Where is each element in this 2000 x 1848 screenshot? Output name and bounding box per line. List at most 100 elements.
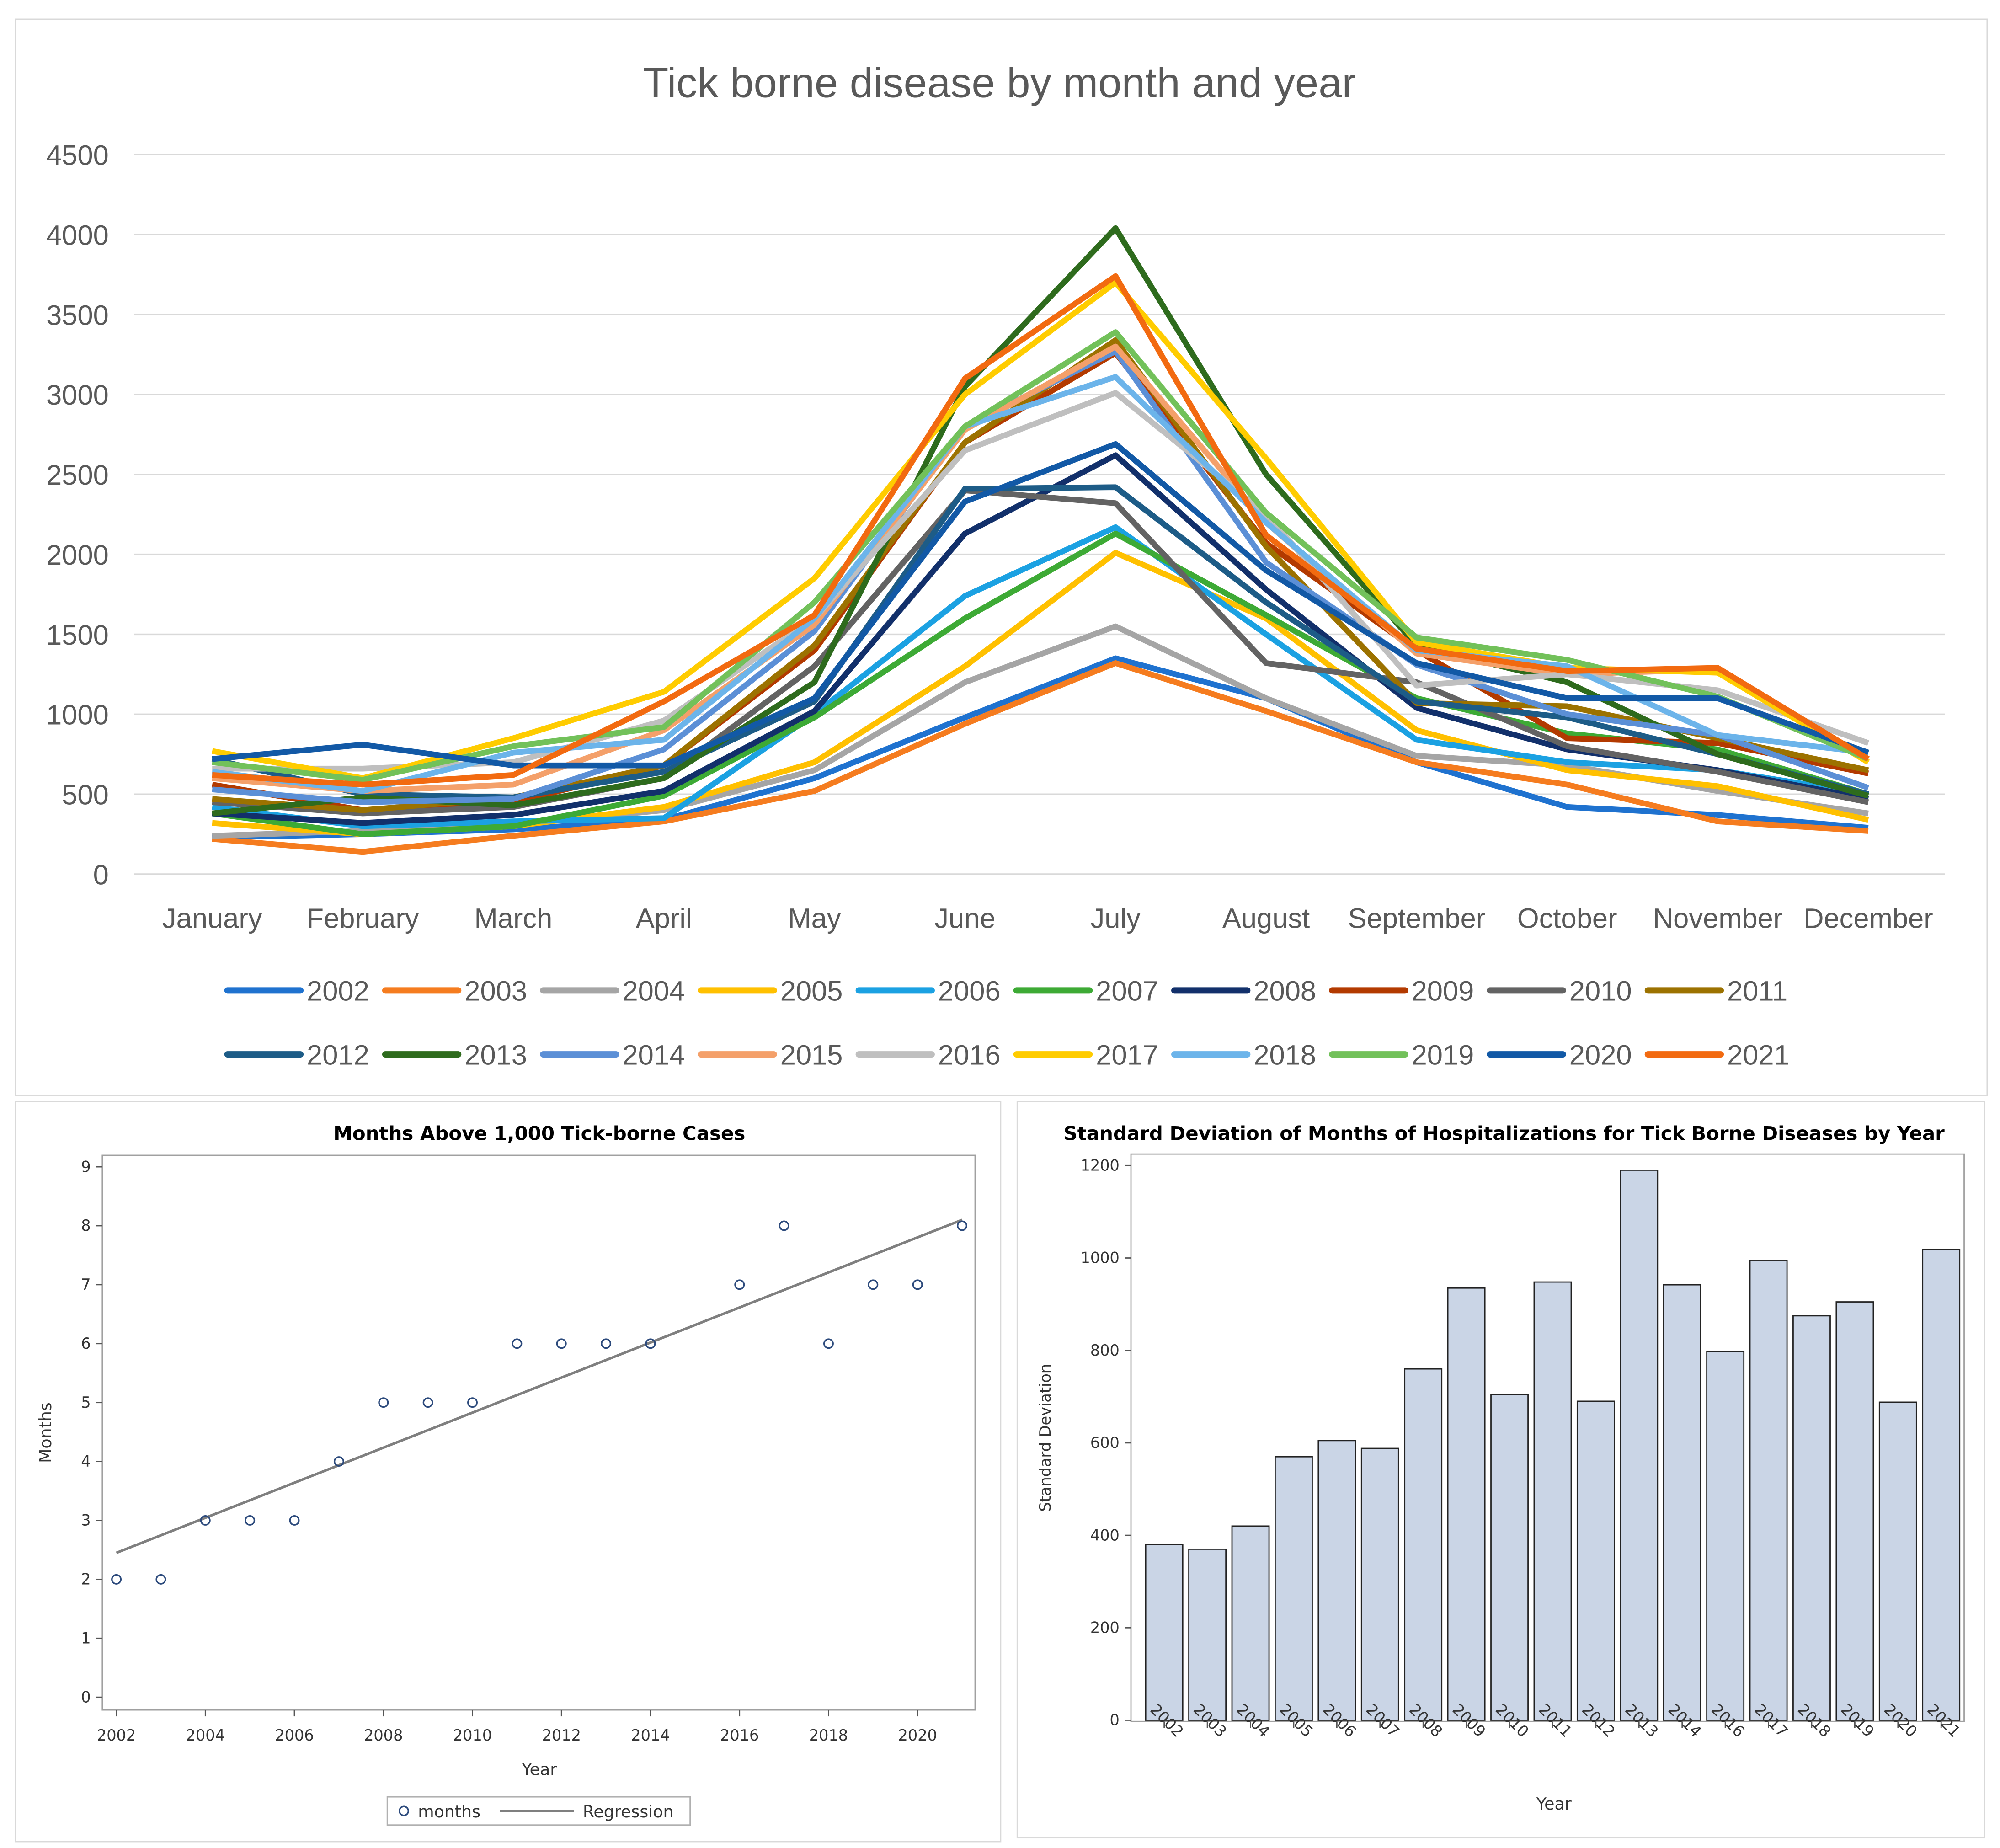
y-tick-label: 500 — [62, 779, 109, 811]
series-line-2019 — [212, 329, 1870, 783]
series-line-2003 — [212, 660, 1869, 855]
y-tick-label: 4500 — [46, 140, 109, 171]
y-tick-label: 2000 — [46, 539, 109, 571]
y-tick-label: 8 — [81, 1217, 91, 1234]
plot-area — [101, 1154, 976, 1711]
legend-label: 2010 — [1569, 976, 1632, 1007]
y-tick-label: 9 — [81, 1158, 91, 1175]
x-tick-label: 2002 — [97, 1726, 136, 1744]
data-point-2003 — [155, 1574, 166, 1585]
bar-2010 — [1490, 1394, 1529, 1721]
legend-label: 2005 — [780, 976, 843, 1007]
legend-label: 2009 — [1412, 976, 1474, 1007]
data-point-2006 — [289, 1515, 300, 1526]
legend-label: 2019 — [1412, 1039, 1474, 1071]
y-tick-label: 4 — [81, 1453, 91, 1470]
series-line-2013 — [212, 225, 1869, 817]
y-tick-label: 1000 — [1081, 1249, 1120, 1267]
x-tick-label: February — [307, 903, 419, 934]
data-point-2009 — [422, 1397, 433, 1408]
legend-label: 2014 — [622, 1039, 685, 1071]
legend-label: 2016 — [938, 1039, 1001, 1071]
legend-label: 2006 — [938, 976, 1001, 1007]
y-tick-label: 5 — [81, 1394, 91, 1411]
y-tick-label: 1 — [81, 1629, 91, 1647]
y-tick-label: 2500 — [46, 459, 109, 491]
bar-2020 — [1878, 1401, 1917, 1721]
data-point-2011 — [512, 1338, 523, 1349]
x-tick-label: 2018 — [809, 1726, 848, 1744]
series-line-2021 — [212, 273, 1870, 788]
data-point-2012 — [556, 1338, 567, 1349]
x-tick-label: April — [636, 903, 692, 934]
data-point-2020 — [912, 1279, 923, 1290]
x-tick-label: May — [788, 903, 841, 934]
y-tick-label: 6 — [81, 1335, 91, 1352]
y-tick-label: 1500 — [46, 620, 109, 651]
x-axis-label: Year — [1536, 1794, 1572, 1814]
x-tick-label: December — [1803, 903, 1933, 934]
y-tick-label: 0 — [1110, 1711, 1120, 1729]
data-point-2005 — [245, 1515, 256, 1526]
bar-2011 — [1533, 1281, 1572, 1721]
bar-2004 — [1231, 1525, 1270, 1721]
legend-label: 2008 — [1253, 976, 1316, 1007]
y-tick-label: 3 — [81, 1512, 91, 1529]
bar-2021 — [1922, 1249, 1961, 1721]
y-tick-label: 1200 — [1081, 1156, 1120, 1174]
series-line-2015 — [212, 343, 1870, 794]
y-tick-label: 0 — [93, 859, 109, 891]
data-point-2018 — [823, 1338, 834, 1349]
legend-label: 2012 — [307, 1039, 369, 1071]
series-line-2006 — [212, 524, 1869, 829]
series-line-2010 — [212, 487, 1869, 817]
legend-label: 2017 — [1096, 1039, 1158, 1071]
y-tick-label: 3000 — [46, 379, 109, 411]
x-tick-label: January — [162, 903, 262, 934]
y-tick-label: 0 — [81, 1688, 91, 1706]
legend-label: 2011 — [1727, 976, 1787, 1007]
legend-label: 2007 — [1096, 976, 1158, 1007]
x-tick-label: 2016 — [720, 1726, 759, 1744]
legend-label: 2021 — [1727, 1039, 1790, 1071]
y-tick-label: 600 — [1090, 1434, 1120, 1452]
y-tick-label: 2 — [81, 1570, 91, 1588]
data-point-2021 — [957, 1220, 968, 1231]
y-tick-label: 4000 — [46, 219, 109, 251]
y-tick-label: 1000 — [46, 700, 109, 731]
x-tick-label: July — [1091, 903, 1141, 934]
x-tick-label: 2008 — [364, 1726, 403, 1744]
bar-2009 — [1447, 1287, 1486, 1721]
y-tick-label: 400 — [1090, 1526, 1120, 1544]
data-point-2004 — [200, 1515, 211, 1526]
y-tick-label: 200 — [1090, 1618, 1120, 1636]
legend-label: months — [418, 1802, 480, 1821]
bar-2007 — [1360, 1447, 1399, 1721]
data-point-2010 — [467, 1397, 478, 1408]
legend-label: 2004 — [622, 976, 685, 1007]
bar-2002 — [1145, 1544, 1184, 1721]
y-axis-label: Standard Deviation — [1036, 1364, 1054, 1512]
legend-marker-months — [399, 1805, 409, 1816]
bar-2013 — [1620, 1170, 1659, 1721]
legend-label: 2015 — [780, 1039, 843, 1071]
x-tick-label: November — [1653, 903, 1783, 934]
regression-line — [116, 1218, 963, 1554]
series-line-2007 — [212, 530, 1869, 837]
data-point-2016 — [734, 1279, 745, 1290]
data-point-2007 — [333, 1456, 344, 1467]
data-point-2017 — [779, 1220, 789, 1231]
scatter-chart-title: Months Above 1,000 Tick-borne Cases — [333, 1122, 745, 1144]
legend-label: 2003 — [464, 976, 527, 1007]
x-tick-label: 2010 — [453, 1726, 492, 1744]
legend-label: 2002 — [307, 976, 369, 1007]
series-line-2018 — [212, 374, 1869, 794]
data-point-2008 — [378, 1397, 389, 1408]
legend-label: 2018 — [1253, 1039, 1316, 1071]
bar-2017 — [1749, 1260, 1788, 1721]
y-tick-label: 3500 — [46, 299, 109, 331]
data-point-2014 — [645, 1338, 656, 1349]
x-tick-label: March — [474, 903, 552, 934]
line-chart-title: Tick borne disease by month and year — [643, 59, 1356, 106]
